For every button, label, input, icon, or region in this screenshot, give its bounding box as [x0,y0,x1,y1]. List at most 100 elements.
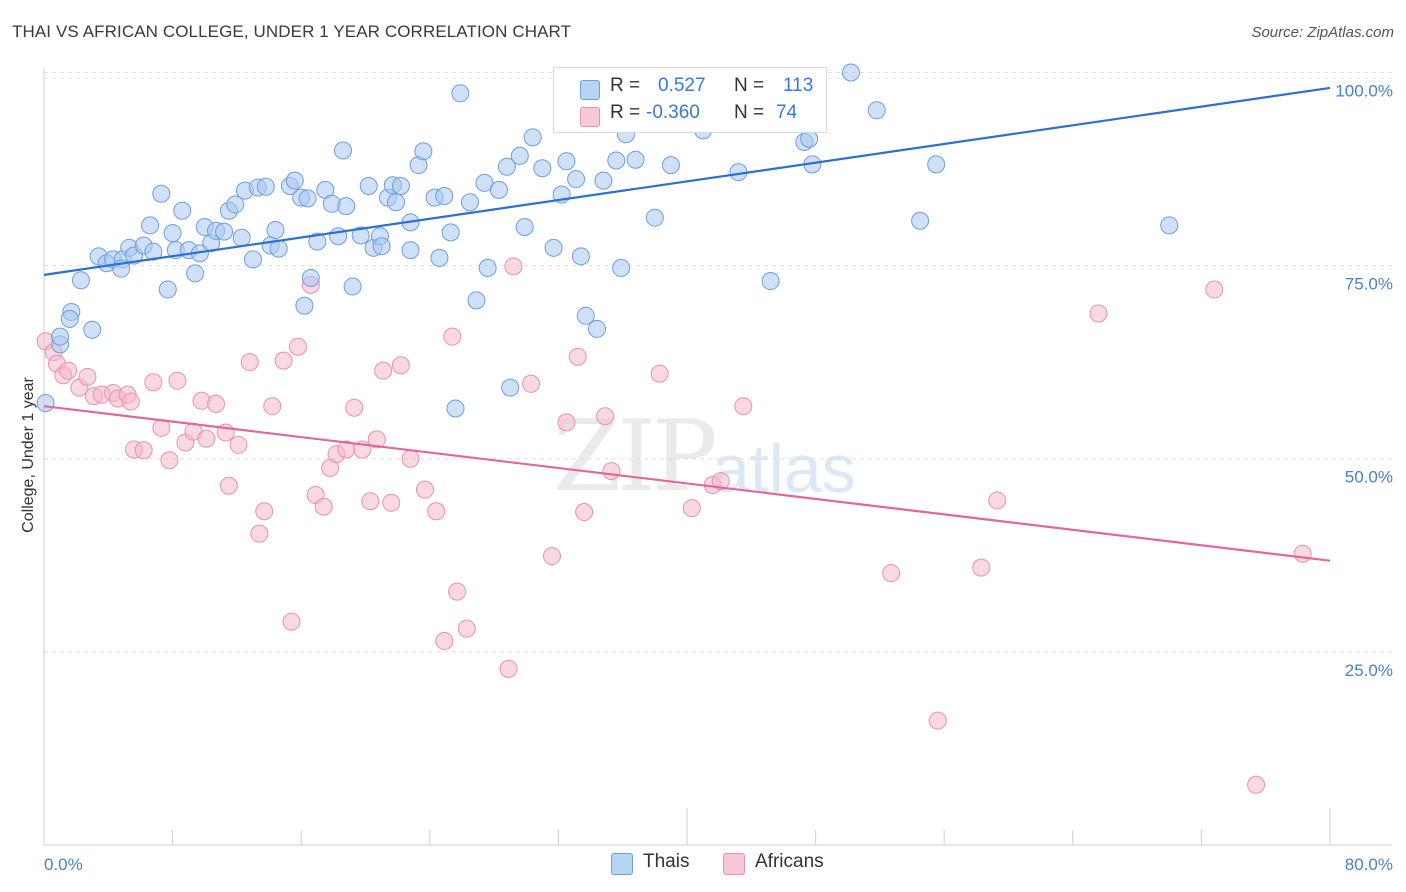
thai-point [144,242,163,261]
y-tick-label: 50.0% [1345,468,1393,487]
thai-point [71,271,90,290]
african-point [219,476,238,495]
african-point [457,619,476,638]
african-points [36,257,1312,794]
axes [43,68,1392,846]
african-trend-line [43,405,1331,562]
thai-point [215,222,234,241]
african-r-value: -0.360 [646,102,700,123]
african-point [282,612,301,631]
african-point [374,361,393,380]
thai-point [478,258,497,277]
thai-point [401,241,420,260]
thai-point [661,156,680,175]
x-tick-label-max: 80.0% [1345,855,1393,874]
african-point [602,462,621,481]
african-point [415,480,434,499]
african-point [314,497,333,516]
thai-point [285,171,304,190]
african-point [882,564,901,583]
african-point [650,364,669,383]
african-point [443,327,462,346]
african-point [134,441,153,460]
thai-point [343,277,362,296]
african-point [144,373,163,392]
thai-point [301,268,320,287]
y-tick-label: 25.0% [1345,661,1393,680]
thai-point [372,237,391,256]
thai-point [475,173,494,192]
thai-point [441,223,460,242]
thai-point [243,250,262,269]
thai-point [645,208,664,227]
x-tick-label-min: 0.0% [44,855,83,874]
african-point [711,472,730,491]
african-point [427,502,446,521]
african-point [682,499,701,518]
african-point [207,394,226,413]
thai-point [607,151,626,170]
african-point [255,502,274,521]
thai-point [576,306,595,325]
source-label: Source: ZipAtlas.com [1251,24,1394,41]
thai-point [430,248,449,267]
thai-point [435,187,454,206]
thai-r-label: R = [610,75,641,96]
thai-point [226,195,245,214]
african-point [121,392,140,411]
thai-point [391,177,410,196]
thai-r-value: 0.527 [658,75,706,96]
african-point [197,429,216,448]
thai-point [158,280,177,299]
thai-point [467,291,486,310]
african-point [288,337,307,356]
thai-point [351,226,370,245]
legend-row-thai: R = 0.527 N = 113 [554,75,826,103]
african-point [274,351,293,370]
african-point [1247,775,1266,794]
thai-point [333,141,352,160]
african-point [522,374,541,393]
african-point [734,397,753,416]
thai-point [557,152,576,171]
african-point [401,449,420,468]
y-tick-label: 75.0% [1345,275,1393,294]
african-point [1293,544,1312,563]
african-point [499,659,518,678]
thai-point [256,177,275,196]
thai-point [359,177,378,196]
thai-point [36,394,55,413]
thai-point [587,319,606,338]
bottom-african-swatch [723,853,745,875]
thai-point [83,320,102,339]
african-point [168,371,187,390]
thai-point [152,184,171,203]
thai-point [298,189,317,208]
bottom-thai-swatch [611,853,633,875]
african-point [575,503,594,522]
thai-point [295,296,314,315]
african-point [250,524,269,543]
thai-n-label: N = [734,75,765,96]
thai-point [141,216,160,235]
trend-lines [43,86,1331,562]
african-point [1205,280,1224,299]
african-point [59,361,78,380]
thai-n-value: 113 [783,75,814,96]
thai-point [489,180,508,199]
african-point [367,430,386,449]
thai-point [841,63,860,82]
thai-point [544,238,563,257]
african-n-value: 74 [776,102,798,123]
chart-title: THAI VS AFRICAN COLLEGE, UNDER 1 YEAR CO… [12,22,572,41]
thai-point [414,142,433,161]
thai-point [612,258,631,277]
thai-point [594,171,613,190]
correlation-legend: R = 0.527 N = 113 R = -0.360 N = 74 [553,67,827,133]
african-point [596,407,615,426]
bottom-african-label: Africans [755,851,824,872]
thai-swatch [580,80,600,100]
thai-point [761,272,780,291]
thai-point [911,211,930,230]
